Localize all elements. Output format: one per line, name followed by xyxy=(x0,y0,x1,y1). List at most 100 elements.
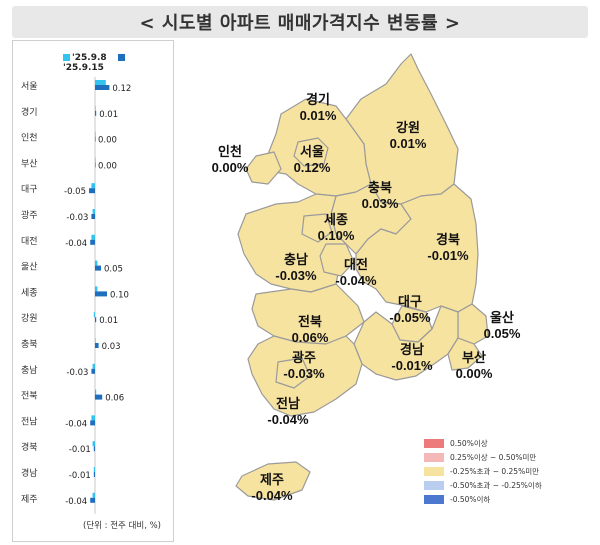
category-label-16: 제주 xyxy=(21,494,38,505)
map-region-value-9: 0.06% xyxy=(292,330,329,345)
legend-prev-label: '25.9.8 xyxy=(72,53,107,63)
map-region-value-11: 0.05% xyxy=(484,326,521,341)
region-jeju xyxy=(235,461,311,501)
bar-prev-16 xyxy=(92,492,95,498)
bar-this-12 xyxy=(95,394,103,400)
bar-prev-13 xyxy=(91,415,95,421)
category-label-15: 경남 xyxy=(21,467,38,479)
map-legend-row-1: 0.50%이상 xyxy=(424,436,542,450)
map-legend-row-5: -0.50%이하 xyxy=(424,492,542,506)
map-region-value-7: -0.03% xyxy=(275,268,317,283)
map-region-name-16: 제주 xyxy=(260,472,284,487)
bar-this-7 xyxy=(95,265,101,271)
bar-this-3 xyxy=(95,162,96,168)
map-region-name-9: 전북 xyxy=(298,314,322,329)
map-legend: 0.50%이상 0.25%이상 ~ 0.50%미만 -0.25%초과 ~ 0.2… xyxy=(424,436,542,506)
page-title: < 시도별 아파트 매매가격지수 변동률 > xyxy=(139,13,461,34)
map-region-name-6: 경북 xyxy=(436,232,460,247)
value-label-4: -0.05 xyxy=(64,187,86,197)
map-region-value-3: 0.12% xyxy=(294,160,331,175)
bar-prev-8 xyxy=(95,286,98,292)
legend-prev-swatch xyxy=(63,54,70,61)
bar-prev-9 xyxy=(93,312,95,318)
map-legend-row-4: -0.50%초과 ~ -0.25%이하 xyxy=(424,478,542,492)
region-sejong xyxy=(301,213,333,243)
bar-this-4 xyxy=(89,188,95,194)
map-region-value-10: -0.05% xyxy=(389,310,431,325)
map-legend-label-3: -0.25%초과 ~ 0.25%미만 xyxy=(450,466,540,476)
map-region-value-15: -0.04% xyxy=(267,412,309,427)
map-region-value-5: 0.10% xyxy=(318,228,355,243)
category-label-2: 인천 xyxy=(21,133,38,144)
bar-prev-7 xyxy=(95,260,98,266)
map-region-name-1: 강원 xyxy=(396,120,420,135)
map-region-value-6: -0.01% xyxy=(427,248,469,263)
bar-prev-10 xyxy=(95,338,96,343)
map-region-value-12: -0.03% xyxy=(283,366,325,381)
bar-prev-4 xyxy=(91,183,95,189)
category-label-11: 충남 xyxy=(21,365,38,376)
map-region-name-0: 경기 xyxy=(306,92,330,107)
map-region-name-14: 부산 xyxy=(462,350,486,365)
bar-prev-12 xyxy=(95,389,97,395)
bar-this-5 xyxy=(91,214,95,219)
map-region-name-11: 울산 xyxy=(490,310,514,325)
legend-prev: '25.9.8 xyxy=(63,53,107,63)
map-region-value-2: 0.00% xyxy=(212,160,249,175)
map-legend-label-4: -0.50%초과 ~ -0.25%이하 xyxy=(450,480,542,490)
legend-this-swatch xyxy=(117,54,125,61)
category-label-14: 경북 xyxy=(21,441,38,453)
map-legend-label-1: 0.50%이상 xyxy=(450,438,488,448)
value-label-5: -0.03 xyxy=(66,213,88,223)
map-region-name-3: 서울 xyxy=(300,144,324,159)
region-gwangju xyxy=(275,357,311,389)
bar-this-9 xyxy=(95,317,97,323)
map-region-value-0: 0.01% xyxy=(300,108,337,123)
bar-chart: 서울 0.12 경기 0.01 인천 0.00 부산 0.00 대구 -0.05 광주 -0.03 대전… xyxy=(21,77,131,514)
bar-this-2 xyxy=(95,136,96,142)
map-region-value-14: 0.00% xyxy=(456,366,493,381)
value-label-0: 0.12 xyxy=(112,84,131,94)
unit-note: (단위 : 전주 대비, %) xyxy=(83,521,162,531)
map-region-name-8: 대전 xyxy=(344,257,368,272)
bar-chart-panel: '25.9.8 '25.9.15 서울 0.12 경기 0.01 인천 0.00 부산 0.0… xyxy=(12,40,174,542)
category-label-8: 세종 xyxy=(21,287,38,298)
bar-prev-3 xyxy=(95,157,96,163)
value-label-15: -0.01 xyxy=(69,471,91,481)
map-region-value-8: -0.04% xyxy=(335,273,377,288)
map-region-name-7: 충남 xyxy=(284,252,308,267)
legend-this: '25.9.15 xyxy=(63,53,127,73)
bar-this-8 xyxy=(95,291,107,297)
category-label-7: 울산 xyxy=(21,262,38,273)
map-region-value-4: 0.03% xyxy=(362,196,399,211)
bar-prev-14 xyxy=(92,441,95,447)
bar-legend: '25.9.8 '25.9.15 xyxy=(63,53,173,73)
map-legend-swatch-2 xyxy=(424,452,444,462)
bar-prev-15 xyxy=(93,467,95,472)
region-busan xyxy=(447,337,483,371)
map-legend-label-2: 0.25%이상 ~ 0.50%미만 xyxy=(450,452,537,462)
region-incheon xyxy=(245,151,282,185)
bar-prev-11 xyxy=(92,363,95,369)
category-label-1: 경기 xyxy=(21,106,38,118)
map-region-name-10: 대구 xyxy=(398,294,422,309)
value-label-16: -0.04 xyxy=(65,497,87,507)
map-legend-swatch-3 xyxy=(424,466,444,476)
category-label-5: 광주 xyxy=(21,209,38,221)
map-region-value-13: -0.01% xyxy=(391,358,433,373)
map-region-value-16: -0.04% xyxy=(251,488,293,503)
value-label-8: 0.10 xyxy=(110,290,129,300)
value-label-13: -0.04 xyxy=(65,419,87,429)
bar-this-14 xyxy=(93,446,95,452)
bar-prev-0 xyxy=(95,80,106,85)
category-label-4: 대구 xyxy=(21,184,38,195)
value-label-10: 0.03 xyxy=(102,342,121,352)
legend-this-label: '25.9.15 xyxy=(63,63,104,73)
value-label-14: -0.01 xyxy=(69,445,91,455)
bar-this-11 xyxy=(91,368,95,374)
value-label-6: -0.04 xyxy=(65,239,87,249)
value-label-1: 0.01 xyxy=(99,110,118,120)
value-label-12: 0.06 xyxy=(105,394,124,404)
korea-map: 경기0.01%강원0.01%인천0.00%서울0.12%충북0.03%세종0.1… xyxy=(212,53,521,503)
map-legend-swatch-1 xyxy=(424,438,444,448)
